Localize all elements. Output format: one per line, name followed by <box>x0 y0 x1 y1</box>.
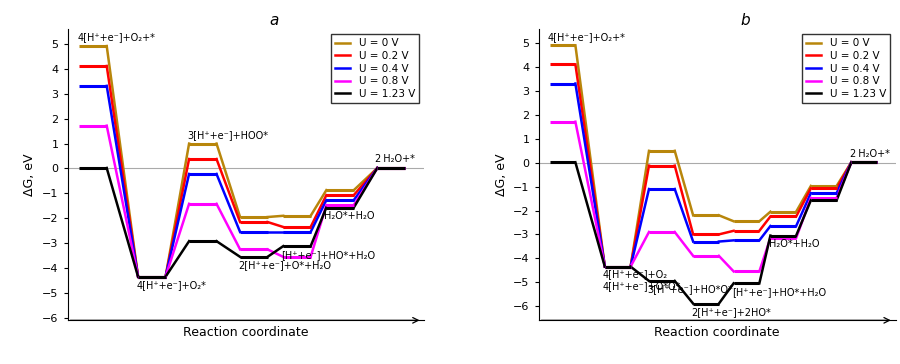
Legend: U = 0 V, U = 0.2 V, U = 0.4 V, U = 0.8 V, U = 1.23 V: U = 0 V, U = 0.2 V, U = 0.4 V, U = 0.8 V… <box>330 34 419 103</box>
Text: [H⁺+e⁻]+HO*+H₂O: [H⁺+e⁻]+HO*+H₂O <box>732 287 826 297</box>
Text: 2[H⁺+e⁻]+O*+H₂O: 2[H⁺+e⁻]+O*+H₂O <box>238 261 331 270</box>
Legend: U = 0 V, U = 0.2 V, U = 0.4 V, U = 0.8 V, U = 1.23 V: U = 0 V, U = 0.2 V, U = 0.4 V, U = 0.8 V… <box>802 34 890 103</box>
Text: H₂O*+H₂O: H₂O*+H₂O <box>324 211 375 221</box>
Title: a: a <box>270 13 279 28</box>
Text: 4[H⁺+e⁻]+O₂+*: 4[H⁺+e⁻]+O₂+* <box>548 32 626 42</box>
Text: H₂O*+H₂O: H₂O*+H₂O <box>769 239 819 249</box>
Text: 2[H⁺+e⁻]+2HO*: 2[H⁺+e⁻]+2HO* <box>691 307 771 317</box>
Text: 2 H₂O+*: 2 H₂O+* <box>850 149 889 159</box>
Text: 3[H⁺+e⁻]+HO*O*: 3[H⁺+e⁻]+HO*O* <box>647 285 733 294</box>
Text: 3[H⁺+e⁻]+HOO*: 3[H⁺+e⁻]+HOO* <box>187 130 268 140</box>
Y-axis label: ΔG, eV: ΔG, eV <box>23 154 36 196</box>
Text: 4[H⁺+e⁻]+O₂+*: 4[H⁺+e⁻]+O₂+* <box>77 32 155 42</box>
Text: 2 H₂O+*: 2 H₂O+* <box>375 154 415 164</box>
Y-axis label: ΔG, eV: ΔG, eV <box>494 154 508 196</box>
X-axis label: Reaction coordinate: Reaction coordinate <box>184 326 309 339</box>
Text: 4[H⁺+e⁻]+O₂
4[H⁺+e⁻]+O*O*: 4[H⁺+e⁻]+O₂ 4[H⁺+e⁻]+O*O* <box>603 269 681 290</box>
Text: 4[H⁺+e⁻]+O₂*: 4[H⁺+e⁻]+O₂* <box>136 281 206 290</box>
Title: b: b <box>741 13 751 28</box>
X-axis label: Reaction coordinate: Reaction coordinate <box>654 326 779 339</box>
Text: [H⁺+e⁻]+HO*+H₂O: [H⁺+e⁻]+HO*+H₂O <box>281 250 375 260</box>
